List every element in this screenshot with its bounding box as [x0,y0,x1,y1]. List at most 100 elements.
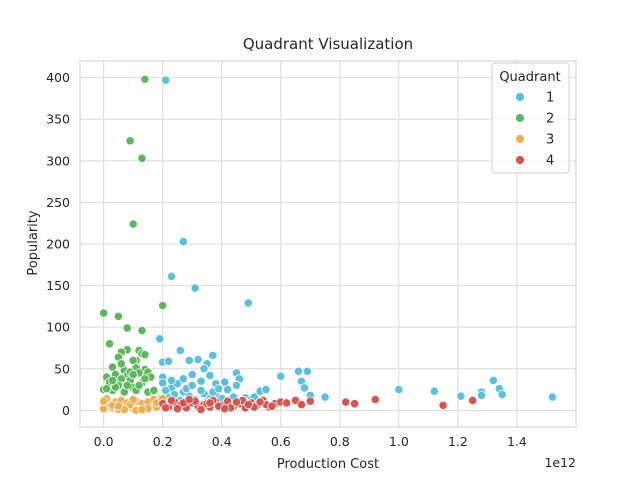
data-point [137,153,147,163]
data-point [243,399,253,410]
data-point [172,404,183,414]
data-point [320,392,330,402]
data-point [438,400,448,410]
ticks-layer: 0.0 0.2 0.4 0.6 0.8 1.0 1.2 1.4 0 50 100 150 200 250 3… [46,70,527,449]
y-axis-label: Popularity [26,210,41,275]
data-point [547,392,557,402]
data-point [205,370,215,381]
data-point [276,371,286,381]
data-point [128,219,138,229]
y-tick-label: 300 [46,153,70,168]
data-point [341,397,351,407]
data-point [305,396,315,406]
legend-marker [515,113,525,123]
data-point [267,401,277,411]
data-point [137,404,147,415]
data-point [116,359,126,369]
legend-label: 2 [546,112,554,127]
data-point [261,384,271,395]
data-point [296,399,307,410]
data-point [199,364,209,374]
x-tick-label: 0.8 [330,434,350,449]
data-point [178,374,188,384]
legend-label: 4 [546,154,554,169]
x-axis-label: Production Cost [277,457,379,472]
data-point [196,376,206,386]
data-point [128,369,138,380]
data-point [137,325,147,336]
data-point [282,398,292,408]
data-point [166,271,177,282]
data-point [187,380,197,391]
x-tick-label: 1.2 [448,434,468,449]
points-layer [99,74,557,415]
x-tick-label: 1.4 [507,434,527,449]
x-tick-label: 0.4 [212,434,232,449]
data-point [196,385,206,395]
data-point [231,380,242,391]
data-point [349,399,360,409]
y-tick-label: 150 [46,278,70,293]
series-4 [158,394,478,415]
data-point [190,283,200,293]
data-point [161,75,171,85]
legend-marker [515,92,525,102]
data-point [205,398,215,408]
data-point [476,390,487,400]
y-tick-label: 200 [46,237,70,252]
data-point [107,375,118,386]
data-point [293,366,304,376]
data-point [104,339,115,349]
legend: Quadrant 1 2 3 4 [491,62,570,174]
data-point [140,350,150,360]
x-tick-label: 0.6 [271,434,291,449]
y-tick-label: 400 [46,70,70,85]
data-point [488,375,498,386]
data-point [187,369,197,380]
data-point [122,323,132,333]
data-point [158,300,168,311]
data-point [101,384,112,394]
data-point [166,395,177,405]
data-point [223,384,233,395]
legend-items: 1 2 3 4 [515,91,554,169]
y-tick-label: 250 [46,195,70,210]
legend-title: Quadrant [499,70,560,85]
legend-marker [515,155,525,165]
chart-title: Quadrant Visualization [243,35,413,53]
data-point [149,385,159,395]
x-tick-label: 0.0 [94,434,114,449]
data-point [208,350,218,361]
data-point [231,397,242,407]
data-point [220,404,230,414]
legend-frame [491,62,570,174]
data-point [243,298,253,308]
y-tick-label: 100 [46,320,70,335]
data-point [184,355,194,366]
data-point [140,374,150,384]
data-point [163,356,174,366]
data-point [140,74,150,84]
grid-layer [80,61,576,427]
data-point [214,384,224,394]
data-point [128,394,138,405]
data-point [125,136,135,146]
data-point [134,380,144,391]
series-1 [155,75,557,407]
data-point [299,383,309,393]
data-point [99,396,109,406]
x-tick-label: 0.2 [153,434,173,449]
data-point [255,397,265,407]
data-point [113,401,123,411]
legend-marker [515,134,525,144]
x-tick-label: 1.0 [389,434,409,449]
y-tick-label: 0 [62,403,70,418]
data-point [184,394,194,405]
plot-frame [79,60,577,428]
series-2 [99,74,168,397]
data-point [196,404,206,415]
data-point [429,386,439,396]
data-point [468,395,478,405]
data-point [122,380,132,391]
